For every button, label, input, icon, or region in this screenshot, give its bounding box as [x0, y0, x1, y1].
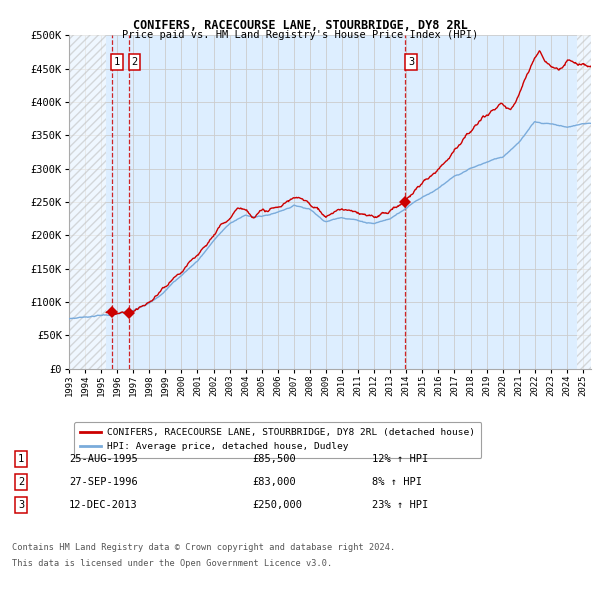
- Text: 12% ↑ HPI: 12% ↑ HPI: [372, 454, 428, 464]
- Text: £83,000: £83,000: [252, 477, 296, 487]
- Bar: [577, 35, 591, 369]
- Text: CONIFERS, RACECOURSE LANE, STOURBRIDGE, DY8 2RL: CONIFERS, RACECOURSE LANE, STOURBRIDGE, …: [133, 19, 467, 32]
- Text: 25-AUG-1995: 25-AUG-1995: [69, 454, 138, 464]
- Text: Contains HM Land Registry data © Crown copyright and database right 2024.: Contains HM Land Registry data © Crown c…: [12, 543, 395, 552]
- Text: 3: 3: [18, 500, 24, 510]
- Text: 8% ↑ HPI: 8% ↑ HPI: [372, 477, 422, 487]
- Text: 3: 3: [408, 57, 414, 67]
- Bar: [69, 35, 106, 369]
- Text: 2: 2: [18, 477, 24, 487]
- Text: 1: 1: [114, 57, 120, 67]
- Text: 23% ↑ HPI: 23% ↑ HPI: [372, 500, 428, 510]
- Text: 1: 1: [18, 454, 24, 464]
- Text: This data is licensed under the Open Government Licence v3.0.: This data is licensed under the Open Gov…: [12, 559, 332, 568]
- Text: £85,500: £85,500: [252, 454, 296, 464]
- Text: Price paid vs. HM Land Registry's House Price Index (HPI): Price paid vs. HM Land Registry's House …: [122, 30, 478, 40]
- Text: 12-DEC-2013: 12-DEC-2013: [69, 500, 138, 510]
- Text: £250,000: £250,000: [252, 500, 302, 510]
- Text: 2: 2: [131, 57, 138, 67]
- Legend: CONIFERS, RACECOURSE LANE, STOURBRIDGE, DY8 2RL (detached house), HPI: Average p: CONIFERS, RACECOURSE LANE, STOURBRIDGE, …: [74, 422, 481, 458]
- Text: 27-SEP-1996: 27-SEP-1996: [69, 477, 138, 487]
